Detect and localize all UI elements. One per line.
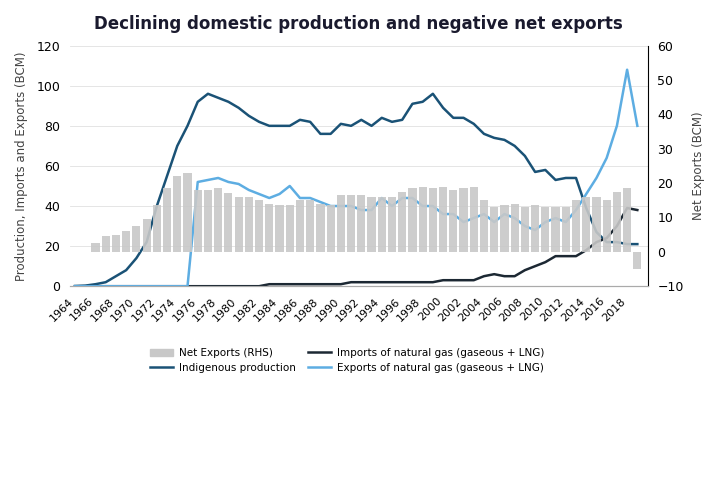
Bar [265,204,274,252]
Bar [418,186,427,252]
Bar [102,236,110,252]
Bar [593,197,600,252]
Bar [214,188,222,252]
Bar [194,190,202,252]
Bar [541,207,549,252]
Bar [449,190,457,252]
Bar [91,244,99,252]
Bar [306,200,314,252]
Bar [469,186,478,252]
Bar [439,186,447,252]
Bar [613,192,621,252]
Bar [143,219,150,252]
Bar [500,206,508,252]
Title: Declining domestic production and negative net exports: Declining domestic production and negati… [94,15,623,33]
Bar [510,204,518,252]
Bar [398,192,406,252]
Bar [378,197,386,252]
Bar [245,197,253,252]
Legend: Net Exports (RHS), Indigenous production, Imports of natural gas (gaseous + LNG): Net Exports (RHS), Indigenous production… [145,344,549,377]
Bar [572,200,580,252]
Bar [286,206,294,252]
Bar [163,188,171,252]
Bar [388,197,396,252]
Bar [132,226,140,252]
Bar [255,200,263,252]
Bar [521,207,529,252]
Bar [562,207,570,252]
Bar [480,200,488,252]
Bar [235,197,243,252]
Bar [603,200,611,252]
Y-axis label: Production, Imports and Exports (BCM): Production, Imports and Exports (BCM) [15,51,28,280]
Bar [327,206,335,252]
Bar [316,204,325,252]
Bar [459,188,467,252]
Bar [582,197,590,252]
Bar [276,206,284,252]
Bar [184,173,192,252]
Bar [623,188,631,252]
Bar [367,197,376,252]
Bar [337,195,345,252]
Bar [429,188,437,252]
Bar [122,231,130,252]
Bar [490,207,498,252]
Bar [531,206,539,252]
Bar [357,195,365,252]
Bar [204,190,212,252]
Bar [225,194,233,252]
Bar [408,188,416,252]
Bar [112,234,120,252]
Bar [634,252,642,269]
Bar [347,195,355,252]
Bar [552,207,559,252]
Y-axis label: Net Exports (BCM): Net Exports (BCM) [692,112,705,220]
Bar [296,200,304,252]
Bar [153,206,161,252]
Bar [174,176,181,252]
